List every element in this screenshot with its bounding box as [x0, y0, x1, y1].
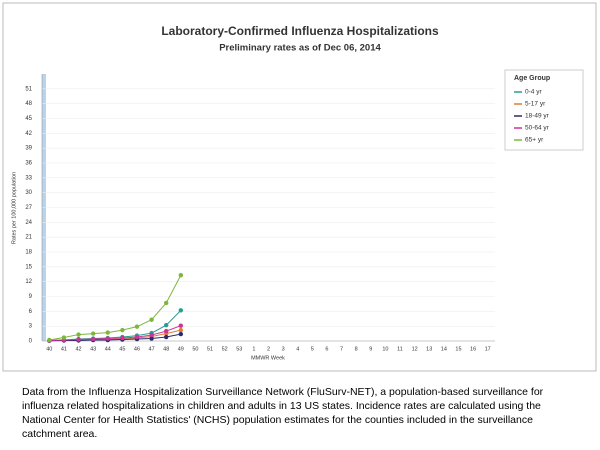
data-point	[178, 327, 184, 333]
data-point	[90, 336, 96, 342]
footer-note: Data from the Influenza Hospitalization …	[22, 386, 544, 440]
data-point	[149, 336, 154, 341]
chart: Laboratory-Confirmed Influenza Hospitali…	[2, 2, 597, 372]
x-tick-label: 53	[236, 346, 242, 352]
data-point	[90, 331, 96, 336]
legend-box	[504, 69, 584, 151]
data-point	[178, 308, 184, 313]
x-tick-label: 51	[207, 346, 213, 352]
series-line	[49, 325, 181, 342]
data-point	[178, 323, 184, 328]
data-point	[105, 330, 110, 335]
y-tick-label: 9	[29, 294, 33, 300]
series-line	[49, 333, 181, 342]
x-tick-label: 7	[340, 346, 343, 352]
y-tick-label: 36	[25, 161, 32, 167]
data-point	[120, 335, 125, 341]
data-point	[120, 327, 125, 333]
x-tick-label: 49	[178, 346, 184, 352]
x-tick-label: 15	[455, 346, 461, 352]
legend-title: Age Group	[514, 75, 550, 82]
x-tick-label: 41	[61, 346, 67, 352]
y-tick-label: 39	[25, 146, 32, 152]
x-tick-label: 4	[296, 346, 299, 352]
data-point	[61, 335, 67, 340]
x-tick-label: 42	[75, 346, 81, 352]
x-tick-label: 1	[252, 346, 255, 352]
x-tick-label: 46	[134, 346, 140, 352]
x-tick-label: 2	[267, 346, 270, 352]
x-tick-label: 9	[369, 346, 372, 352]
x-tick-label: 8	[355, 346, 358, 352]
x-tick-label: 50	[192, 346, 198, 352]
data-point	[105, 336, 110, 341]
data-point	[164, 334, 169, 340]
data-point	[149, 317, 154, 322]
data-point	[164, 322, 169, 328]
y-tick-label: 6	[29, 309, 33, 315]
x-tick-label: 44	[105, 346, 111, 352]
y-tick-label: 12	[25, 279, 32, 285]
y-tick-label: 42	[25, 131, 32, 137]
data-point	[164, 328, 169, 334]
y-tick-label: 3	[29, 324, 33, 330]
y-tick-label: 27	[25, 205, 32, 211]
legend-label: 65+ yr	[525, 137, 544, 144]
data-point	[76, 337, 81, 342]
legend-label: 18-49 yr	[525, 113, 550, 120]
x-tick-label: 14	[441, 346, 447, 352]
data-point	[47, 337, 52, 343]
x-tick-label: 16	[470, 346, 476, 352]
x-tick-label: 17	[485, 346, 491, 352]
x-tick-label: 43	[90, 346, 96, 352]
y-tick-label: 33	[25, 175, 32, 181]
y-tick-label: 18	[25, 250, 32, 256]
y-tick-label: 30	[25, 190, 32, 196]
x-axis-label: MMWR Week	[251, 355, 285, 361]
data-point	[134, 324, 140, 329]
x-tick-label: 48	[163, 346, 169, 352]
data-point	[134, 334, 140, 340]
data-point	[149, 332, 154, 338]
x-tick-label: 6	[325, 346, 328, 352]
y-tick-label: 0	[29, 339, 33, 345]
y-tick-label: 15	[25, 264, 32, 270]
chart-title: Laboratory-Confirmed Influenza Hospitali…	[161, 24, 439, 38]
y-tick-label: 48	[25, 101, 32, 107]
x-tick-label: 52	[222, 346, 228, 352]
data-point	[164, 300, 169, 306]
y-tick-label: 51	[25, 86, 32, 92]
x-tick-label: 12	[412, 346, 418, 352]
x-tick-label: 10	[382, 346, 388, 352]
y-tick-label: 21	[25, 235, 32, 241]
data-point	[178, 273, 184, 278]
x-tick-label: 11	[397, 346, 403, 352]
data-point	[76, 332, 81, 337]
legend-label: 50-64 yr	[525, 125, 550, 132]
legend-label: 5-17 yr	[525, 101, 546, 108]
chart-frame	[2, 2, 597, 372]
x-tick-label: 45	[119, 346, 125, 352]
x-tick-label: 3	[282, 346, 285, 352]
y-tick-label: 24	[25, 220, 32, 226]
chart-subtitle: Preliminary rates as of Dec 06, 2014	[219, 43, 381, 54]
x-tick-label: 40	[46, 346, 52, 352]
series-line	[49, 275, 182, 341]
y-tick-label: 45	[25, 116, 32, 122]
x-tick-label: 5	[311, 346, 314, 352]
data-point	[178, 331, 184, 337]
x-tick-label: 47	[149, 346, 155, 352]
x-tick-label: 13	[426, 346, 432, 352]
y-axis-label: Rates per 100,000 population	[11, 172, 17, 244]
legend-label: 0-4 yr	[525, 89, 542, 96]
